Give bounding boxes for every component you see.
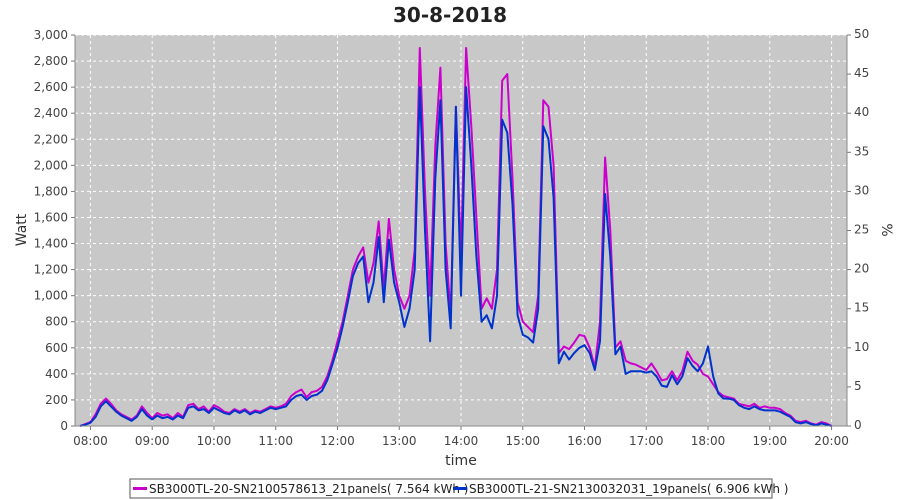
y-tick-label: 2,400 — [34, 106, 68, 120]
y-tick-label: 2,000 — [34, 158, 68, 172]
y-tick-label: 1,000 — [34, 289, 68, 303]
y-tick-label: 1,400 — [34, 237, 68, 251]
y-tick-label: 2,600 — [34, 80, 68, 94]
y-tick-label: 2,200 — [34, 132, 68, 146]
legend: SB3000TL-20-SN2100578613_21panels( 7.564… — [129, 478, 788, 499]
x-tick-label: 19:00 — [753, 434, 788, 448]
series-line-2 — [79, 86, 832, 427]
y2-tick-label: 5 — [854, 379, 862, 393]
x-tick-label: 13:00 — [382, 434, 417, 448]
y-tick-label: 1,800 — [34, 184, 68, 198]
y-axis-label: Watt — [14, 213, 30, 246]
y2-tick-label: 10 — [854, 340, 869, 354]
chart-title: 30-8-2018 — [393, 3, 507, 27]
x-tick-label: 20:00 — [814, 434, 849, 448]
y-axis-ticks: 0 200 400 600 800 1,000 1,200 1,400 1,600 1,800 2,… — [34, 28, 75, 433]
legend-label-series-2: SB3000TL-21-SN2130032031_19panels( 6.906… — [469, 482, 788, 496]
x-tick-label: 15:00 — [505, 434, 540, 448]
y-tick-label: 800 — [45, 315, 68, 329]
x-tick-label: 11:00 — [258, 434, 293, 448]
x-tick-label: 14:00 — [444, 434, 479, 448]
grid — [75, 34, 847, 426]
y2-tick-label: 50 — [854, 27, 869, 41]
series-lines — [79, 47, 833, 427]
x-tick-label: 10:00 — [197, 434, 232, 448]
y-tick-label: 200 — [45, 393, 68, 407]
y-tick-label: 3,000 — [34, 28, 68, 42]
y-tick-label: 1,600 — [34, 210, 68, 224]
y2-tick-label: 40 — [854, 105, 869, 119]
y2-tick-label: 20 — [854, 262, 869, 276]
y2-tick-label: 25 — [854, 223, 869, 237]
y2-tick-label: 30 — [854, 183, 869, 197]
y-tick-label: 1,200 — [34, 263, 68, 277]
x-tick-label: 08:00 — [73, 434, 108, 448]
legend-label-series-1: SB3000TL-20-SN2100578613_21panels( 7.564… — [149, 482, 468, 496]
y2-tick-label: 0 — [854, 418, 862, 432]
y2-tick-label: 35 — [854, 144, 869, 158]
legend-box — [129, 478, 773, 499]
x-axis-ticks: 08:00 09:00 10:00 11:00 12:00 13:00 14:00 15:00… — [73, 426, 849, 448]
y-tick-label: 0 — [60, 419, 68, 433]
x-tick-label: 18:00 — [691, 434, 726, 448]
x-tick-label: 17:00 — [629, 434, 664, 448]
y2-axis-label: % — [878, 223, 894, 236]
y-tick-label: 2,800 — [34, 54, 68, 68]
x-tick-label: 16:00 — [567, 434, 602, 448]
y2-tick-label: 45 — [854, 66, 869, 80]
y2-tick-label: 15 — [854, 301, 869, 315]
x-tick-label: 09:00 — [135, 434, 170, 448]
y-tick-label: 600 — [45, 341, 68, 355]
y2-axis-ticks: 0 5 10 15 20 25 30 35 40 45 50 — [847, 27, 869, 432]
x-axis-label: time — [445, 453, 477, 469]
x-tick-label: 12:00 — [320, 434, 355, 448]
y-tick-label: 400 — [45, 367, 68, 381]
